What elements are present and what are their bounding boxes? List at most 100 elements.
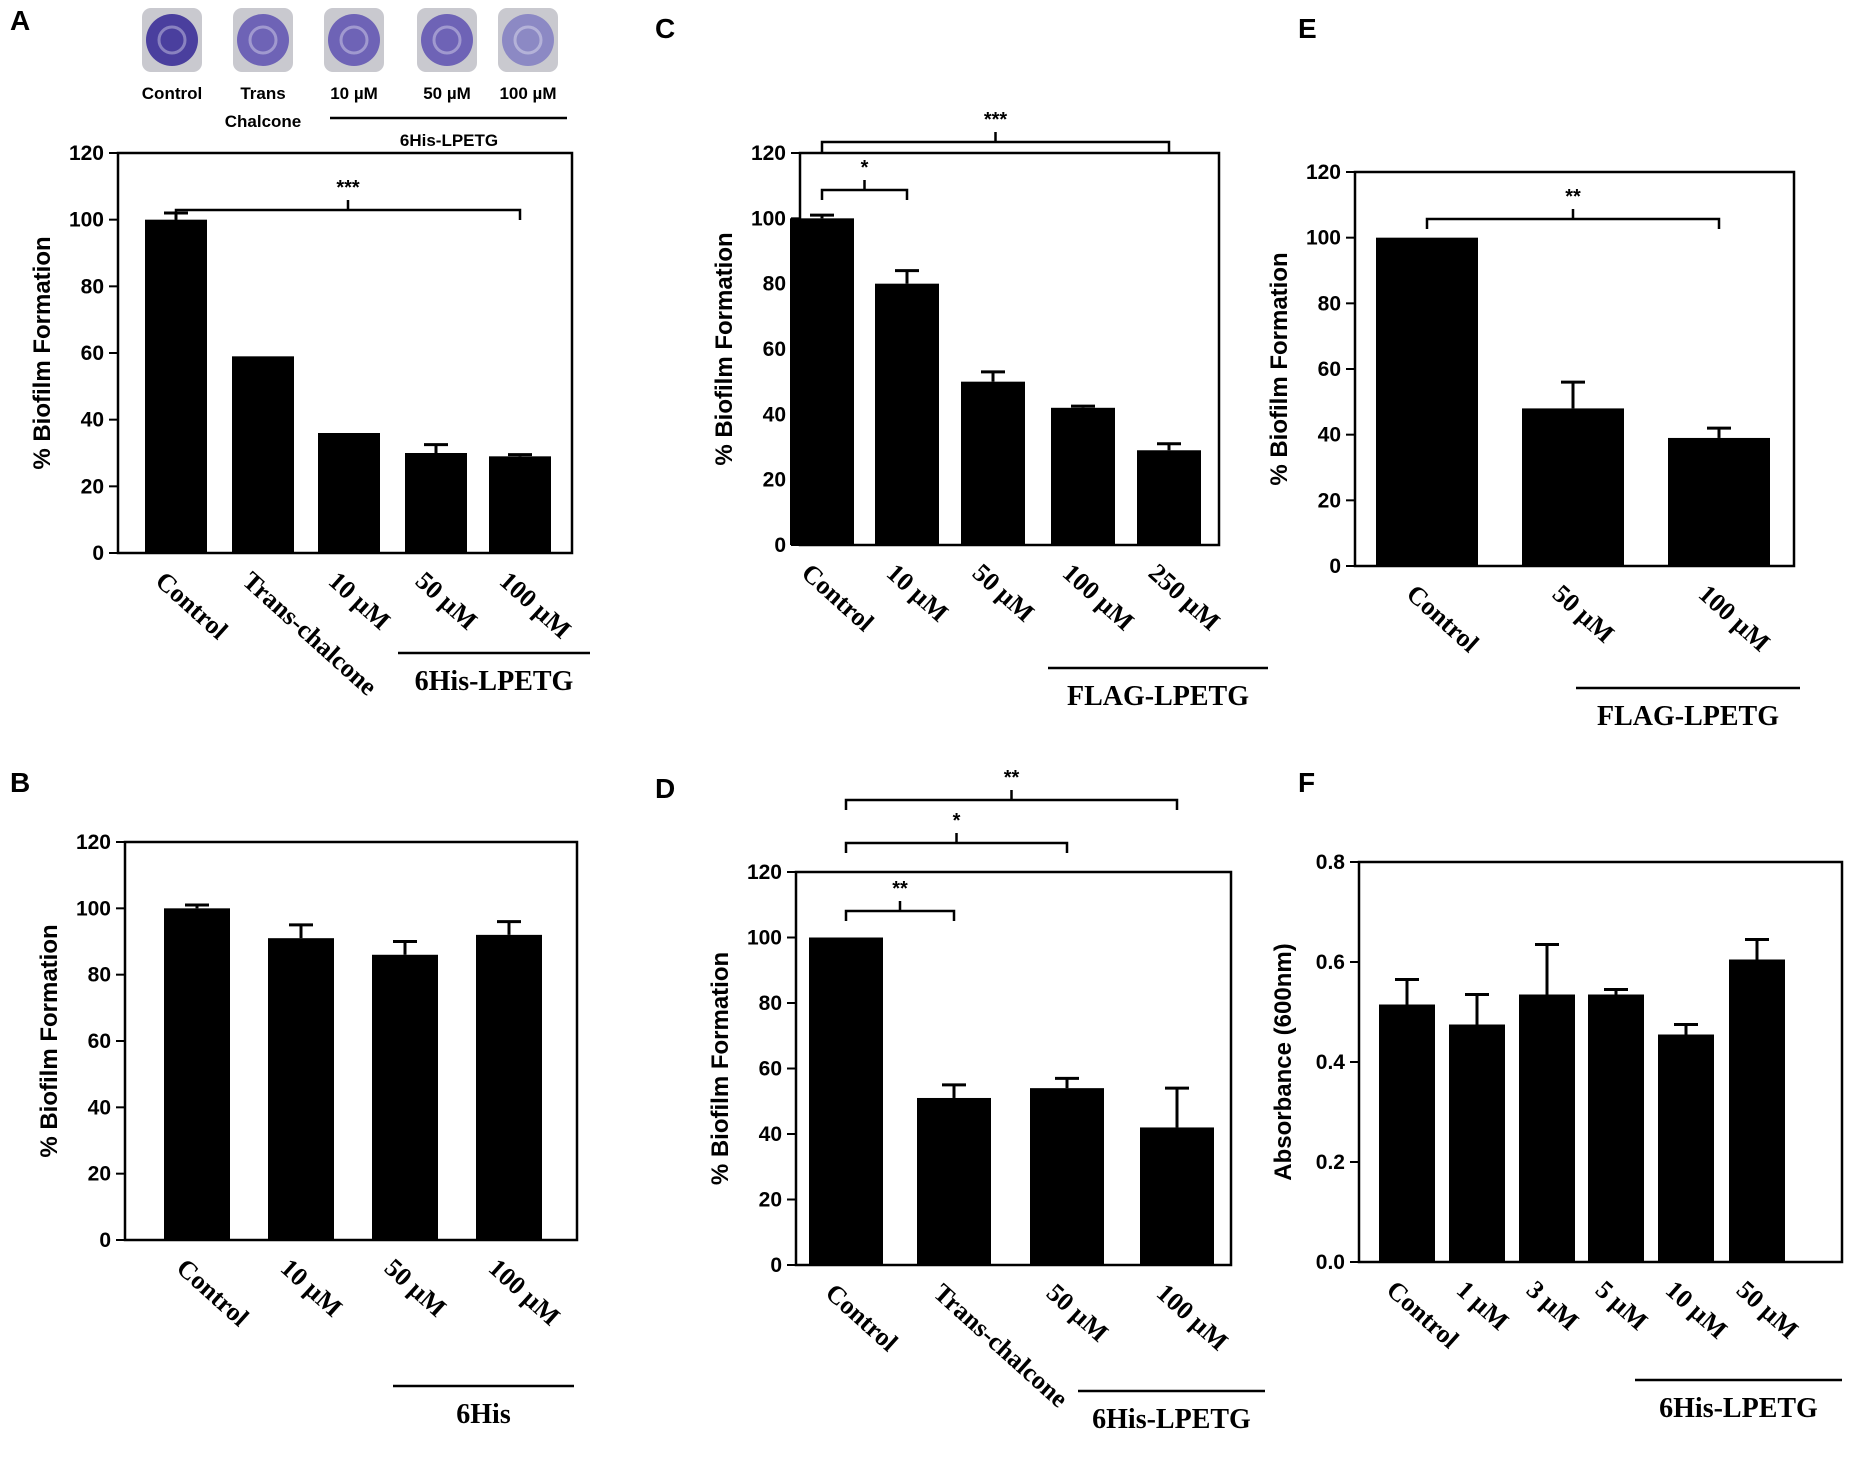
significance-label: * [861,157,869,179]
bar-trans-chalcone [232,356,294,553]
bar-100-m [476,934,542,1240]
x-tick-label-50-m: 50 µM [967,558,1040,628]
y-tick-label: 0.2 [1316,1151,1345,1174]
x-tick-label-control: Control [796,558,879,637]
x-tick-label-50-m: 50 µM [1547,579,1620,649]
well-ring-100-m [513,25,543,55]
well-ring-trans-chalcone [248,25,278,55]
significance-label: *** [984,109,1008,131]
well-label-trans-chalcone: Chalcone [225,112,302,131]
y-tick-label: 100 [1306,227,1341,250]
significance-label: ** [1565,186,1581,208]
well-stain-10-m [328,14,380,66]
y-tick-label: 120 [69,142,104,165]
bar-100-m [1140,1127,1214,1265]
significance-label: ** [892,878,908,900]
y-tick-label: 60 [81,342,104,365]
y-tick-label: 0 [1329,555,1341,578]
y-tick-label: 20 [1318,489,1341,512]
well-ring-10-m [339,25,369,55]
chart-panel-e: E 0 20 40 60 80 100 120 % Biofilm Formation Contr… [1266,13,1800,732]
well-stain-50-m [421,14,473,66]
bar-control [809,937,883,1265]
y-tick-label: 20 [88,1163,111,1186]
x-tick-label-50-m: 50 µM [1041,1278,1114,1348]
y-tick-label: 40 [81,409,104,432]
y-tick-label: 100 [76,897,111,920]
x-tick-label-10-m: 10 µM [881,558,954,628]
x-tick-label-100-m: 100 µM [1057,558,1140,636]
y-tick-label: 20 [81,475,104,498]
y-tick-label: 80 [763,273,786,296]
y-tick-label: 120 [747,861,782,884]
bar-trans-chalcone [917,1097,991,1265]
panel-letter-d: D [655,773,675,804]
y-tick-label: 60 [763,338,786,361]
well-stain-control [146,14,198,66]
well-stain-trans-chalcone [237,14,289,66]
y-tick-label: 60 [1318,358,1341,381]
bar-250-m [1137,450,1201,545]
well-label-control: Control [142,84,202,103]
x-tick-label-100-m: 100 µM [1693,579,1776,657]
chart-panel-d: D 0 20 40 60 80 100 120 % Biofilm Formation Contr… [655,767,1265,1435]
y-tick-label: 120 [1306,161,1341,184]
y-tick-label: 0.4 [1316,1051,1346,1074]
chart-panel-a: A 0 20 40 60 80 100 120 % Biofilm Formation Contr… [10,5,590,701]
y-tick-label: 120 [751,142,786,165]
y-axis-label: % Biofilm Formation [1266,252,1293,485]
x-tick-label-control: Control [150,566,233,645]
y-tick-label: 120 [76,831,111,854]
significance-bracket [820,180,909,200]
y-tick-label: 60 [759,1058,782,1081]
well-label-10-m: 10 µM [330,84,378,103]
y-tick-label: 40 [759,1123,782,1146]
y-tick-label: 80 [81,275,104,298]
significance-bracket [1425,209,1721,229]
significance-bracket [844,790,1179,810]
bar-10-m [1658,1034,1714,1262]
x-tick-label-250-m: 250 µM [1143,558,1226,636]
y-tick-label: 0 [92,542,104,565]
group-label: 6His-LPETG [1092,1404,1251,1435]
y-tick-label: 0 [99,1229,111,1252]
significance-bracket [844,833,1069,853]
bar-100-m [1051,407,1115,545]
panel-letter-b: B [10,767,30,798]
y-tick-label: 0.6 [1316,951,1345,974]
x-tick-label-control: Control [820,1278,903,1357]
bar-control [145,219,207,553]
group-label: 6His [456,1399,511,1430]
y-tick-label: 40 [763,403,786,426]
chart-panel-f: F 0.0 0.2 0.4 0.6 0.8 Absorbance (600nm) Contro… [1270,767,1844,1424]
bar-5-m [1588,994,1644,1262]
bar-50-m [1522,408,1624,566]
x-tick-label-10-m: 10 µM [1660,1275,1733,1345]
bar-control [790,218,854,546]
panel-letter-c: C [655,13,675,44]
bar-100-m [489,456,551,553]
y-axis-label: % Biofilm Formation [36,924,63,1157]
y-tick-label: 40 [1318,424,1341,447]
bar-50-m [405,453,467,553]
y-tick-label: 20 [759,1189,782,1212]
y-axis-label: % Biofilm Formation [29,236,56,469]
panel-letter-a: A [10,5,30,36]
bar-control [1376,237,1478,566]
bar-50-m [372,954,438,1240]
x-tick-label-5-m: 5 µM [1590,1275,1653,1336]
significance-label: ** [1004,767,1020,789]
well-label-50-m: 50 µM [423,84,471,103]
bar-10-m [268,938,334,1240]
chart-panel-c: C 0 20 40 60 80 100 120 % Biofilm Formation Contr… [655,13,1268,712]
y-tick-label: 80 [88,964,111,987]
bar-1-m [1449,1024,1505,1262]
y-tick-label: 80 [1318,292,1341,315]
significance-bracket [844,901,956,921]
bar-50-m [1030,1088,1104,1265]
y-tick-label: 0.8 [1316,851,1346,874]
y-tick-label: 0.0 [1316,1251,1345,1274]
bar-3-m [1519,994,1575,1262]
panel-letter-f: F [1298,767,1315,798]
